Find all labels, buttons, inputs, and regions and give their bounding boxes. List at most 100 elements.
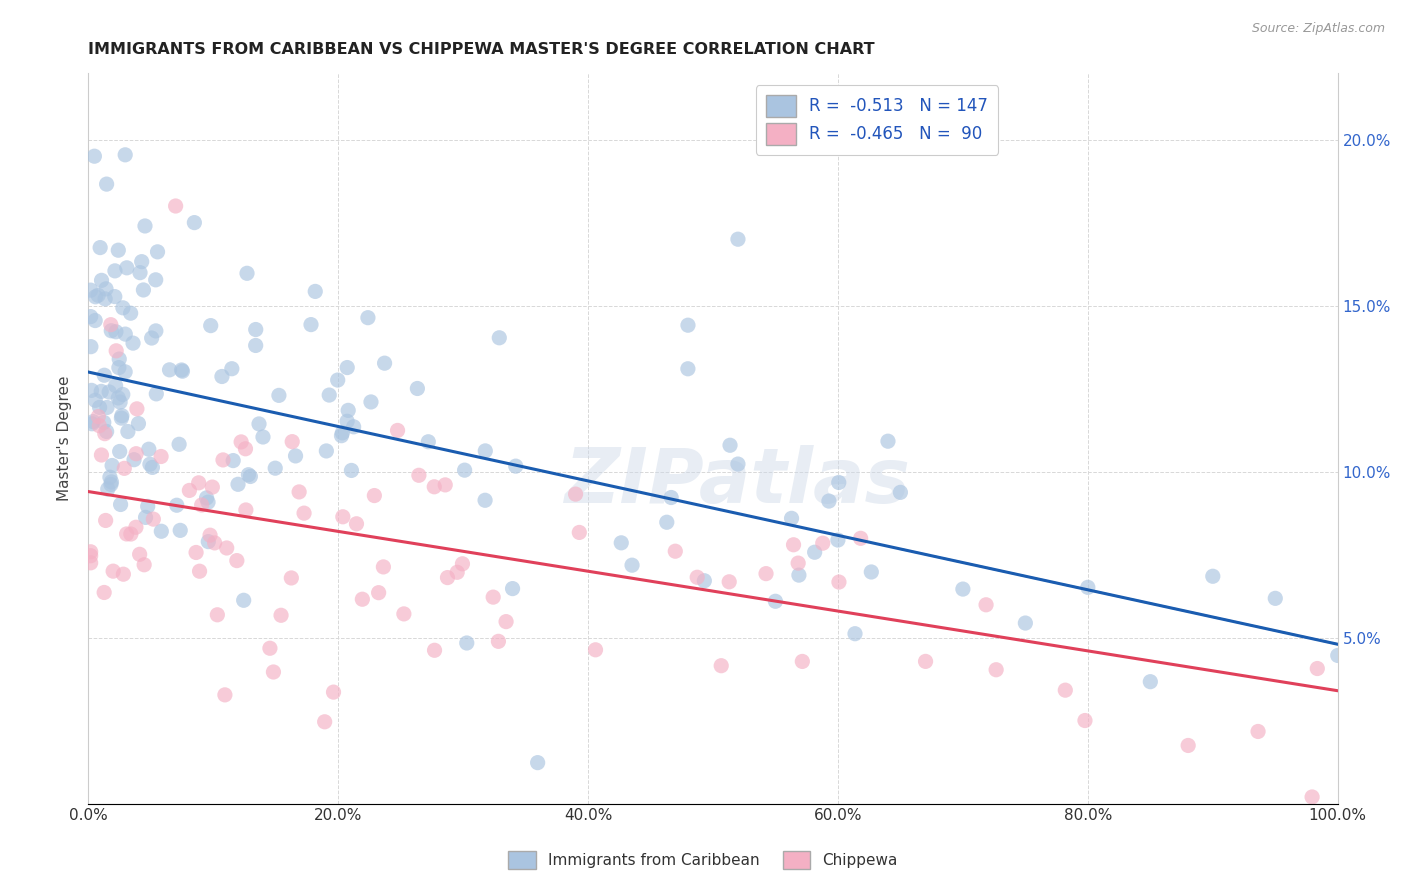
Point (264, 461, 287, 475)
Point (655, 515, 678, 529)
Point (165, 199, 187, 213)
Point (108, 395, 131, 409)
Point (115, 260, 138, 275)
Point (304, 285, 326, 299)
Point (131, 254, 153, 268)
Point (231, 434, 253, 449)
Point (585, 642, 607, 657)
Point (889, 485, 911, 500)
Point (79, 549, 101, 563)
Point (84, 290, 107, 304)
Point (811, 536, 834, 550)
Point (226, 477, 249, 491)
Point (252, 430, 274, 444)
Point (337, 403, 360, 417)
Point (97, 482, 120, 496)
Point (818, 494, 841, 508)
Point (87, 288, 110, 302)
Point (564, 487, 586, 501)
Point (245, 322, 267, 336)
Point (111, 301, 134, 315)
Point (610, 536, 633, 550)
Point (1264, 591, 1286, 606)
Point (80, 384, 103, 398)
Point (222, 453, 245, 467)
Point (115, 527, 138, 541)
Point (621, 558, 644, 573)
Point (568, 525, 591, 540)
Point (245, 338, 267, 352)
Point (190, 498, 212, 512)
Point (1202, 569, 1225, 583)
Point (502, 582, 524, 596)
Point (392, 607, 415, 621)
Point (262, 665, 284, 679)
Point (693, 574, 716, 588)
Point (315, 444, 337, 458)
Point (138, 442, 160, 457)
Point (96, 401, 118, 415)
Point (80, 340, 103, 354)
Point (214, 688, 236, 702)
Point (204, 536, 226, 550)
Point (90, 448, 112, 462)
Point (89, 241, 111, 255)
Point (172, 364, 194, 378)
Point (117, 425, 139, 439)
Point (112, 461, 135, 475)
Point (159, 363, 181, 377)
Point (418, 434, 440, 449)
Point (423, 643, 446, 657)
Point (122, 452, 145, 467)
Point (288, 484, 311, 499)
Point (141, 331, 163, 345)
Point (340, 463, 363, 477)
Point (780, 511, 803, 525)
Point (212, 453, 235, 467)
Point (100, 324, 122, 338)
Point (83, 149, 105, 163)
Point (134, 558, 156, 572)
Point (914, 654, 936, 668)
Point (195, 491, 218, 505)
Point (93, 416, 115, 430)
Point (787, 568, 810, 582)
Point (984, 663, 1007, 677)
Point (132, 283, 155, 297)
Text: Source: ZipAtlas.com: Source: ZipAtlas.com (1251, 22, 1385, 36)
Point (114, 365, 136, 379)
Point (211, 369, 233, 384)
Point (346, 516, 368, 531)
Point (239, 469, 262, 483)
Point (232, 593, 254, 607)
Point (456, 636, 478, 650)
Point (1306, 661, 1329, 675)
Point (79, 545, 101, 559)
Point (360, 395, 382, 409)
Point (82, 415, 104, 429)
Point (236, 266, 259, 280)
Point (141, 460, 163, 475)
Point (828, 475, 851, 490)
Point (718, 438, 741, 452)
Y-axis label: Master's Degree: Master's Degree (58, 376, 72, 501)
Point (686, 570, 709, 584)
Point (482, 590, 505, 604)
Point (434, 478, 457, 492)
Point (170, 363, 193, 377)
Point (860, 565, 883, 579)
Point (80, 417, 103, 431)
Point (374, 356, 396, 370)
Point (423, 480, 446, 494)
Point (104, 264, 127, 278)
Point (187, 475, 209, 490)
Point (145, 273, 167, 287)
Point (225, 553, 247, 567)
Legend: Immigrants from Caribbean, Chippewa: Immigrants from Caribbean, Chippewa (502, 845, 904, 875)
Point (90, 273, 112, 287)
Point (782, 538, 804, 552)
Point (952, 582, 974, 596)
Point (727, 232, 749, 246)
Point (111, 409, 134, 423)
Point (326, 373, 349, 387)
